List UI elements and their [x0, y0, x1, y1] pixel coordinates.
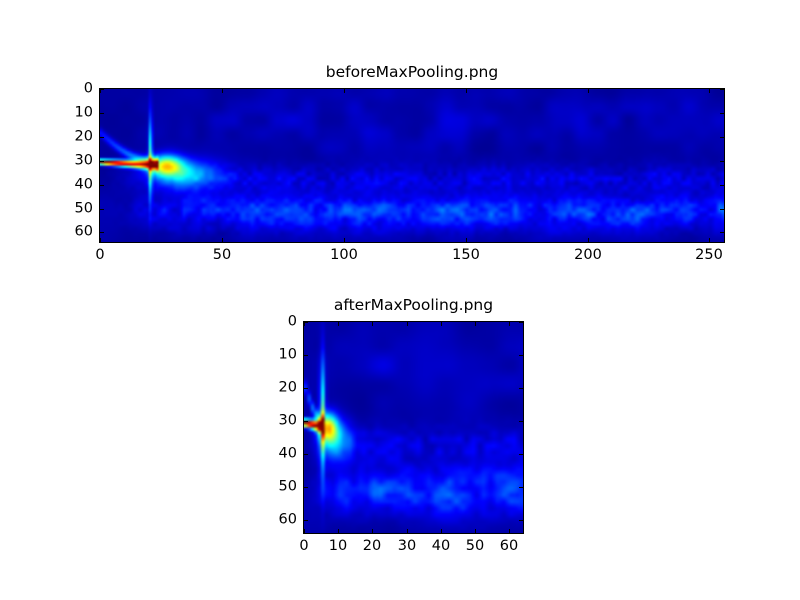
after-xtick: [338, 322, 339, 326]
before-xticklabel: 0: [95, 247, 105, 263]
after-xtick: [509, 529, 510, 533]
chart-title-before: beforeMaxPooling.png: [325, 63, 499, 81]
after-ytick: [304, 388, 308, 389]
after-ytick: [304, 322, 308, 323]
after-ytick: [519, 487, 523, 488]
after-xtick: [304, 322, 305, 326]
after-xticklabel: 30: [397, 538, 417, 554]
before-xtick: [100, 238, 101, 242]
before-xticklabel: 200: [574, 247, 602, 263]
before-xtick: [588, 89, 589, 93]
before-ytick: [100, 209, 104, 210]
before-xticklabel: 250: [695, 247, 723, 263]
after-xtick: [407, 529, 408, 533]
after-xtick: [475, 529, 476, 533]
after-xticklabel: 50: [465, 538, 485, 554]
heatmap-canvas-before: [100, 89, 724, 242]
after-xtick: [304, 529, 305, 533]
after-xtick: [475, 322, 476, 326]
after-ytick: [304, 454, 308, 455]
before-ytick: [100, 137, 104, 138]
after-ytick: [304, 355, 308, 356]
after-yticklabel: 50: [278, 478, 297, 495]
heatmap-before-max-pooling: [99, 88, 725, 243]
after-xtick: [441, 529, 442, 533]
after-xticklabel: 40: [431, 538, 451, 554]
before-ytick: [100, 161, 104, 162]
after-ytick: [519, 421, 523, 422]
before-ytick: [720, 232, 724, 233]
after-ytick: [519, 388, 523, 389]
after-yticklabel: 30: [278, 412, 297, 429]
before-xtick: [344, 89, 345, 93]
before-yticklabel: 20: [74, 128, 93, 145]
before-yticklabel: 0: [83, 80, 93, 97]
before-yticklabel: 40: [74, 176, 93, 193]
after-ytick: [519, 454, 523, 455]
before-ytick: [100, 113, 104, 114]
before-xtick: [709, 238, 710, 242]
heatmap-after-max-pooling: [303, 321, 524, 534]
after-yticklabel: 60: [278, 511, 297, 528]
chart-title-after: afterMaxPooling.png: [333, 296, 494, 314]
after-xtick: [407, 322, 408, 326]
after-xticklabel: 20: [362, 538, 382, 554]
before-xticklabel: 100: [330, 247, 358, 263]
before-xtick: [344, 238, 345, 242]
before-xtick: [709, 89, 710, 93]
after-xticklabel: 60: [499, 538, 519, 554]
before-xtick: [588, 238, 589, 242]
before-ytick: [100, 232, 104, 233]
after-yticklabel: 0: [287, 313, 297, 330]
before-xtick: [100, 89, 101, 93]
after-yticklabel: 40: [278, 445, 297, 462]
after-ytick: [304, 520, 308, 521]
after-xtick: [509, 322, 510, 326]
before-xtick: [222, 238, 223, 242]
before-yticklabel: 60: [74, 223, 93, 240]
before-xticklabel: 50: [212, 247, 232, 263]
before-ytick: [100, 89, 104, 90]
before-ytick: [720, 209, 724, 210]
before-yticklabel: 10: [74, 104, 93, 121]
after-ytick: [304, 487, 308, 488]
before-xtick: [466, 238, 467, 242]
after-yticklabel: 10: [278, 346, 297, 363]
before-xtick: [466, 89, 467, 93]
after-xticklabel: 10: [328, 538, 348, 554]
before-ytick: [720, 113, 724, 114]
after-ytick: [304, 421, 308, 422]
after-ytick: [519, 520, 523, 521]
before-ytick: [720, 137, 724, 138]
after-xticklabel: 0: [299, 538, 309, 554]
before-yticklabel: 30: [74, 152, 93, 169]
heatmap-canvas-after: [304, 322, 523, 533]
before-yticklabel: 50: [74, 200, 93, 217]
after-yticklabel: 20: [278, 379, 297, 396]
before-ytick: [100, 185, 104, 186]
before-xticklabel: 150: [452, 247, 480, 263]
after-xtick: [372, 322, 373, 326]
after-xtick: [441, 322, 442, 326]
before-ytick: [720, 185, 724, 186]
after-ytick: [519, 322, 523, 323]
before-ytick: [720, 89, 724, 90]
after-ytick: [519, 355, 523, 356]
after-xtick: [372, 529, 373, 533]
after-xtick: [338, 529, 339, 533]
before-ytick: [720, 161, 724, 162]
before-xtick: [222, 89, 223, 93]
